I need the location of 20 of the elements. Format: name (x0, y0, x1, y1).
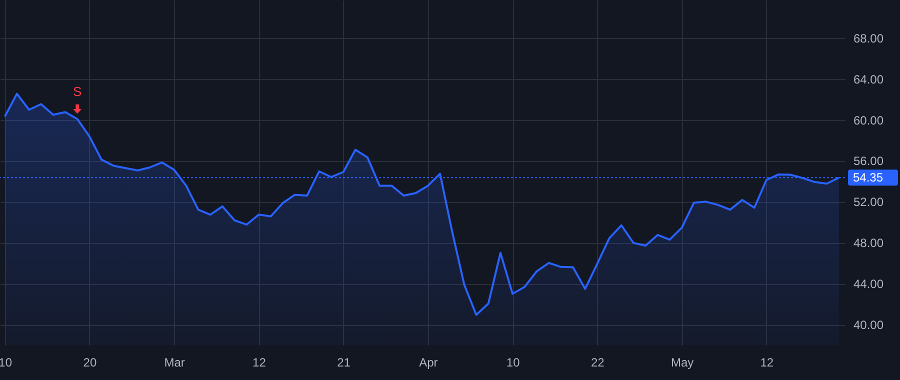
x-tick-label: 12 (252, 356, 266, 370)
y-tick-label: 48.00 (854, 236, 884, 250)
y-tick-label: 40.00 (854, 318, 884, 332)
x-tick-label: May (670, 356, 694, 370)
y-tick-label: 60.00 (854, 113, 884, 128)
y-tick-label: 44.00 (854, 277, 884, 292)
x-tick-label: 12 (760, 356, 774, 370)
x-tick-label: 22 (591, 356, 605, 370)
ref-line-label: 54.35 (853, 170, 884, 185)
x-tick-label: Apr (419, 356, 438, 370)
x-tick-label: 21 (337, 356, 351, 370)
x-tick-label: 10 (506, 356, 520, 370)
x-tick-label: 10 (0, 356, 12, 370)
annotation: S (73, 84, 82, 100)
x-tick-label: 20 (83, 356, 97, 370)
y-tick-label: 52.00 (854, 195, 884, 210)
y-tick-label: 64.00 (854, 72, 884, 86)
y-tick-label: 68.00 (854, 31, 884, 46)
x-tick-label: Mar (164, 356, 185, 370)
y-tick-label: 56.00 (854, 154, 884, 168)
